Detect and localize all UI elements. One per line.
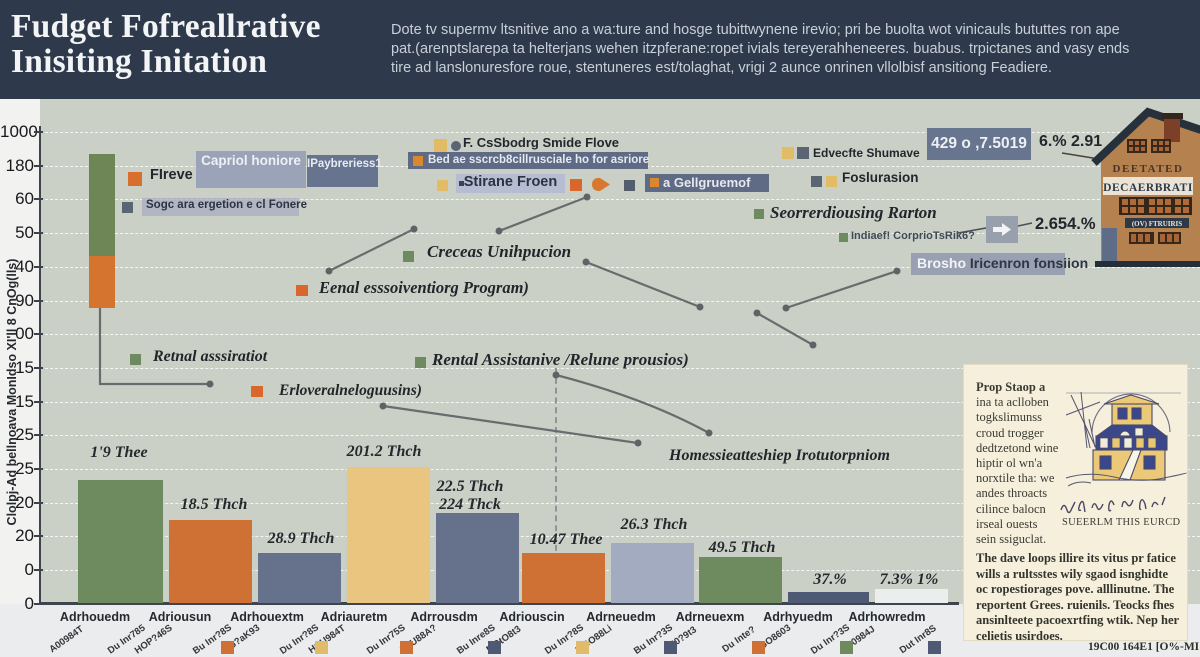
svg-text:DEETATED: DEETATED xyxy=(1113,163,1184,175)
svg-text:(OV) FTRUIRIS: (OV) FTRUIRIS xyxy=(1132,220,1182,228)
svg-text:DECAERBRATI: DECAERBRATI xyxy=(1103,182,1193,194)
